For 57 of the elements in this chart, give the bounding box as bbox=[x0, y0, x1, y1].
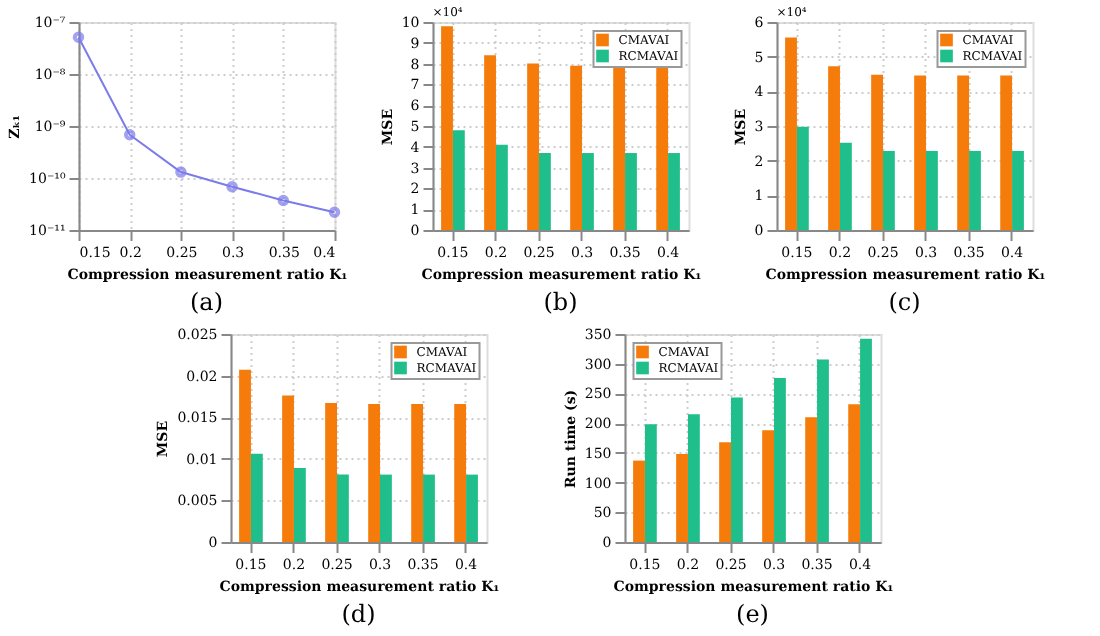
text: (b) bbox=[543, 288, 578, 316]
bar bbox=[656, 65, 669, 230]
bar bbox=[828, 66, 840, 230]
bar bbox=[368, 403, 381, 542]
bar bbox=[282, 395, 294, 542]
bar bbox=[1000, 75, 1013, 230]
bar bbox=[582, 153, 594, 230]
bar bbox=[411, 403, 424, 542]
text: (c) bbox=[888, 288, 921, 316]
text: (e) bbox=[736, 600, 769, 628]
bar bbox=[441, 26, 453, 230]
point bbox=[277, 194, 290, 207]
bar bbox=[633, 460, 645, 542]
bar bbox=[805, 417, 818, 542]
bar bbox=[817, 359, 829, 542]
bar bbox=[926, 150, 938, 230]
point bbox=[123, 128, 136, 141]
bar bbox=[466, 474, 478, 542]
bar bbox=[731, 397, 743, 542]
bar bbox=[1012, 150, 1024, 230]
bar bbox=[495, 144, 508, 230]
bar bbox=[871, 74, 883, 230]
bar bbox=[848, 404, 861, 542]
text: (d) bbox=[341, 600, 376, 628]
bar bbox=[625, 153, 637, 230]
bar bbox=[239, 369, 251, 542]
bar bbox=[860, 338, 872, 542]
bar bbox=[337, 474, 349, 542]
bar bbox=[762, 430, 775, 542]
bar bbox=[957, 75, 970, 230]
bar bbox=[539, 153, 551, 230]
point bbox=[226, 180, 238, 193]
bar bbox=[484, 55, 496, 230]
bar bbox=[839, 142, 852, 230]
bar bbox=[687, 414, 700, 542]
bar bbox=[668, 153, 680, 230]
bar bbox=[293, 467, 306, 542]
bar bbox=[452, 130, 465, 230]
bar bbox=[325, 403, 337, 542]
bar bbox=[613, 65, 626, 230]
bar bbox=[785, 37, 797, 230]
text: (a) bbox=[189, 288, 224, 316]
bar bbox=[719, 442, 731, 542]
bar bbox=[570, 65, 583, 230]
bar bbox=[969, 150, 981, 230]
bar bbox=[676, 454, 688, 542]
bar bbox=[454, 403, 467, 542]
bar bbox=[423, 474, 435, 542]
bar bbox=[527, 63, 539, 230]
bar bbox=[644, 424, 657, 542]
bar bbox=[250, 453, 263, 542]
bar bbox=[883, 150, 895, 230]
bar bbox=[796, 126, 809, 230]
point bbox=[175, 166, 187, 178]
bar bbox=[380, 474, 392, 542]
bar bbox=[914, 75, 927, 230]
bar bbox=[774, 377, 786, 542]
